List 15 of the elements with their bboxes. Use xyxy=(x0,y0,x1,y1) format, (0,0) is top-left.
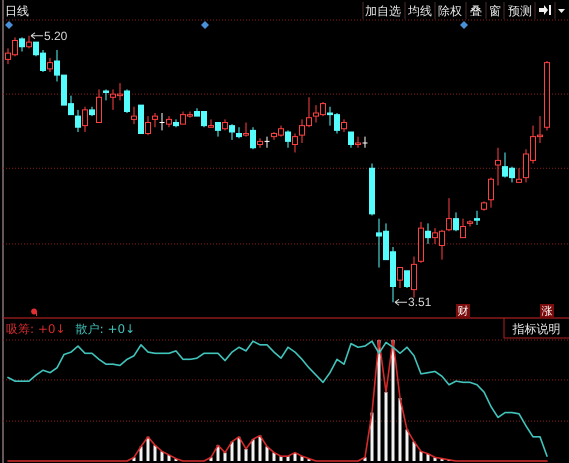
text: 加自选 xyxy=(365,4,401,18)
annotation: 5.20 xyxy=(44,28,68,43)
note: 3.51 xyxy=(394,295,432,310)
annotation: 财 xyxy=(458,304,468,318)
text: 指标说明 xyxy=(512,322,560,336)
text: 叠 xyxy=(470,4,482,18)
text: 除权 xyxy=(438,4,462,18)
text: 日线 xyxy=(5,4,29,18)
legend: 吸筹: +0↓ 散户: +0↓ xyxy=(6,322,136,336)
annotation: 涨 xyxy=(542,304,552,318)
note: 5.20 xyxy=(30,28,68,43)
text: 预测 xyxy=(508,4,532,18)
text: 均线 xyxy=(407,4,432,18)
annotation: 3.51 xyxy=(408,295,432,310)
text: 窗 xyxy=(489,4,501,18)
